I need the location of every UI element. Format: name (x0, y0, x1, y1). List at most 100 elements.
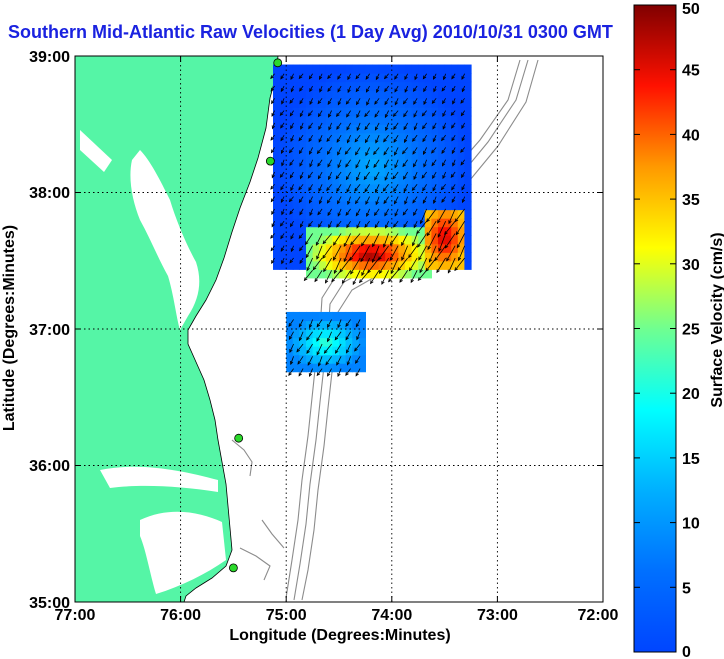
velocity-cell (339, 320, 347, 330)
velocity-arrow (298, 233, 304, 239)
velocity-cell (438, 90, 446, 100)
velocity-arrow (417, 233, 427, 248)
velocity-cell (273, 141, 281, 151)
velocity-arrow (335, 343, 342, 354)
velocity-cell (325, 363, 333, 373)
velocity-cell (365, 166, 373, 177)
velocity-cell (319, 209, 327, 219)
velocity-cell (279, 166, 287, 177)
velocity-arrow (442, 122, 447, 130)
velocity-cell (358, 98, 366, 108)
velocity-cell (286, 218, 294, 228)
velocity-cell (457, 201, 465, 211)
velocity-cell (332, 149, 340, 159)
velocity-cell (444, 64, 452, 74)
velocity-cell (444, 90, 452, 100)
velocity-cell (372, 226, 380, 236)
velocity-cell (325, 320, 333, 330)
velocity-cell (279, 149, 287, 159)
velocity-cell (319, 183, 327, 194)
velocity-cell (352, 141, 360, 151)
velocity-arrow (375, 135, 380, 144)
velocity-cell (299, 252, 307, 262)
velocity-cell (273, 201, 281, 211)
velocity-arrow (281, 98, 285, 105)
velocity-cell (352, 226, 360, 236)
velocity-arrow (316, 319, 323, 328)
velocity-arrow (422, 134, 427, 143)
velocity-cell (312, 81, 320, 91)
velocity-arrow (461, 196, 466, 204)
velocity-cell (365, 218, 373, 228)
velocity-arrow (347, 196, 351, 206)
velocity-arrow (360, 245, 370, 263)
velocity-cell (411, 81, 419, 91)
velocity-arrow (461, 122, 466, 129)
velocity-arrow (401, 245, 409, 261)
velocity-cell (372, 149, 380, 159)
velocity-cell (464, 90, 472, 100)
velocity-cell (273, 209, 281, 219)
velocity-cell (352, 320, 360, 330)
velocity-arrow (289, 356, 294, 366)
velocity-arrow (289, 98, 294, 104)
velocity-arrow (298, 331, 304, 342)
velocity-cell (438, 166, 446, 177)
velocity-cell (391, 141, 399, 151)
velocity-cell (457, 107, 465, 117)
velocity-arrow (379, 257, 389, 275)
velocity-cell (457, 243, 465, 253)
velocity-cell (312, 354, 320, 364)
velocity-arrow (394, 73, 399, 80)
velocity-arrow (375, 196, 380, 206)
velocity-cell (444, 235, 452, 245)
velocity-arrow (333, 257, 342, 274)
velocity-cell (273, 73, 281, 83)
velocity-arrow (335, 171, 342, 180)
velocity-arrow (460, 147, 465, 153)
velocity-arrow (461, 135, 466, 142)
velocity-cell (391, 252, 399, 262)
velocity-cell (339, 311, 347, 322)
velocity-cell (431, 149, 439, 159)
colorbar-tick-label: 15 (682, 451, 700, 468)
velocity-arrow (270, 147, 275, 154)
velocity-cell (431, 115, 439, 125)
velocity-arrow (442, 73, 447, 81)
velocity-arrow (318, 184, 323, 192)
velocity-cell (418, 64, 426, 74)
colorbar-tick-label: 30 (682, 257, 700, 274)
velocity-cell (286, 64, 294, 74)
velocity-cell (339, 124, 347, 134)
velocity-cell (418, 132, 426, 142)
velocity-cell (398, 201, 406, 211)
colorbar-tick-label: 10 (682, 516, 700, 533)
velocity-arrow (271, 208, 275, 215)
velocity-arrow (375, 85, 380, 94)
velocity-cell (319, 73, 327, 83)
velocity-cell (365, 260, 373, 270)
velocity-cell (424, 269, 432, 279)
velocity-cell (279, 141, 287, 151)
velocity-arrow (280, 245, 285, 252)
velocity-arrow (309, 159, 313, 168)
velocity-cell (378, 64, 386, 74)
velocity-cell (292, 218, 300, 228)
velocity-cell (398, 124, 406, 134)
velocity-arrow (375, 73, 380, 81)
velocity-arrow (366, 98, 370, 106)
velocity-arrow (289, 220, 294, 228)
velocity-cell (457, 141, 465, 151)
velocity-arrow (309, 147, 313, 155)
velocity-arrow (392, 171, 399, 180)
velocity-arrow (344, 147, 351, 155)
velocity-arrow (308, 319, 313, 329)
velocity-arrow (403, 122, 408, 131)
velocity-cell (365, 243, 373, 253)
velocity-cell (424, 115, 432, 125)
velocity-cell (358, 346, 366, 356)
velocity-arrow (314, 270, 323, 283)
velocity-arrow (364, 184, 370, 193)
velocity-cell (273, 132, 281, 142)
velocity-arrow (307, 356, 313, 366)
